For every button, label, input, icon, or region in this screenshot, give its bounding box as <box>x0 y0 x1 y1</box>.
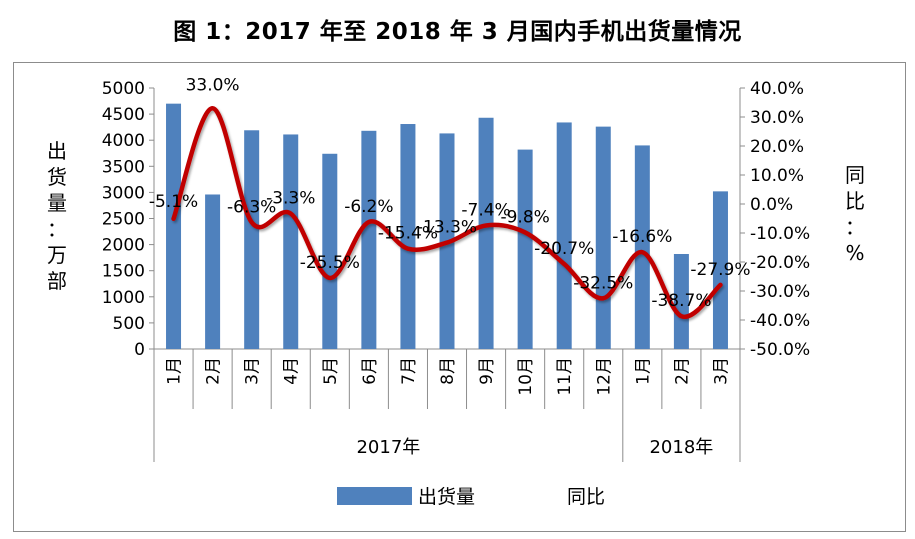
line-series <box>171 106 723 319</box>
x-tick-label: 2月 <box>204 357 224 385</box>
bar <box>205 194 221 349</box>
y-left-tick-label: 1000 <box>102 288 145 308</box>
bar <box>322 153 338 349</box>
x-tick-label: 1月 <box>165 357 185 385</box>
yoy-line <box>171 106 723 319</box>
y-left-tick-label: 3500 <box>102 157 145 177</box>
chart-frame <box>13 62 906 532</box>
bar <box>244 130 260 349</box>
legend-line-label: 同比 <box>567 486 605 508</box>
line-data-label: -6.3% <box>227 197 276 217</box>
y-left-tick-label: 4500 <box>102 105 145 125</box>
x-tick-label: 3月 <box>243 357 263 385</box>
legend: 出货量 同比 <box>337 486 605 508</box>
x-tick-label: 4月 <box>282 357 302 385</box>
y-right-tick-label: -10.0% <box>750 224 810 244</box>
line-data-label: -13.3% <box>417 218 477 238</box>
x-group-label: 2017年 <box>356 437 420 458</box>
y-left-axis-title: 出货量：万部 <box>47 139 67 293</box>
y-left-tick-label: 4000 <box>102 131 145 151</box>
line-data-label: -9.8% <box>500 207 549 227</box>
line-data-label: -5.1% <box>149 192 198 212</box>
y-right-tick-label: -40.0% <box>750 311 810 331</box>
y-left-tick-label: 5000 <box>102 79 145 99</box>
y-left-tick-label: 1500 <box>102 262 145 282</box>
line-data-label: -27.9% <box>690 260 750 280</box>
y-right-axis-title: 同比：% <box>845 163 865 265</box>
x-tick-label: 11月 <box>555 357 575 396</box>
y-right-tick-label: 0.0% <box>750 195 793 215</box>
line-data-label: 33.0% <box>186 75 240 95</box>
y-right-tick-label: 40.0% <box>750 79 804 99</box>
line-data-label: -16.6% <box>612 227 672 247</box>
x-tick-label: 9月 <box>477 357 497 385</box>
x-tick-label: 8月 <box>438 357 458 385</box>
x-tick-label: 2月 <box>672 357 692 385</box>
bar <box>595 126 611 350</box>
y-left-tick-label: 2500 <box>102 210 145 230</box>
bar <box>517 149 533 349</box>
y-left-tick-label: 0 <box>134 340 145 360</box>
x-tick-label: 1月 <box>633 357 653 385</box>
bar <box>673 253 689 349</box>
y-right-tick-label: 10.0% <box>750 166 804 186</box>
y-left-tick-label: 2000 <box>102 236 145 256</box>
x-tick-label: 7月 <box>399 357 419 385</box>
line-data-label: -3.3% <box>266 189 315 209</box>
bar <box>283 134 299 349</box>
bar <box>400 124 416 349</box>
bar <box>712 191 728 349</box>
y-right-tick-label: -50.0% <box>750 340 810 360</box>
x-group-label: 2018年 <box>649 437 713 458</box>
line-data-label: -15.4% <box>378 224 438 244</box>
bar <box>634 145 650 349</box>
y-left-tick-label: 3000 <box>102 183 145 203</box>
legend-bar-swatch <box>337 487 412 505</box>
y-right-tick-label: -30.0% <box>750 282 810 302</box>
y-right-tick-label: 20.0% <box>750 137 804 157</box>
line-data-label: -7.4% <box>461 200 510 220</box>
bar <box>361 130 377 349</box>
chart-title: 图 1：2017 年至 2018 年 3 月国内手机出货量情况 <box>173 19 742 45</box>
axes: 0 500 1000 1500 2000 2500 3000 3500 4000 4500 5000… <box>102 79 810 462</box>
bar <box>556 122 572 350</box>
y-right-tick-label: -20.0% <box>750 253 810 273</box>
bar <box>478 117 494 349</box>
line-data-label: -32.5% <box>573 273 633 293</box>
line-data-label: -25.5% <box>300 253 360 273</box>
line-data-label: -20.7% <box>534 239 594 259</box>
line-data-label: -6.2% <box>344 197 393 217</box>
x-tick-label: 12月 <box>594 357 614 396</box>
x-tick-label: 6月 <box>360 357 380 385</box>
y-left-tick-label: 500 <box>113 314 145 334</box>
x-tick-label: 10月 <box>516 357 536 396</box>
line-data-label: -38.7% <box>651 291 711 311</box>
y-right-tick-label: 30.0% <box>750 108 804 128</box>
bar <box>166 103 182 349</box>
legend-bar-label: 出货量 <box>418 486 475 508</box>
data-labels: -5.1% 33.0% -6.3%-3.3% -25.5% -6.2% -15.4%-13… <box>149 75 751 311</box>
x-tick-label: 3月 <box>711 357 731 385</box>
x-tick-label: 5月 <box>321 357 341 385</box>
